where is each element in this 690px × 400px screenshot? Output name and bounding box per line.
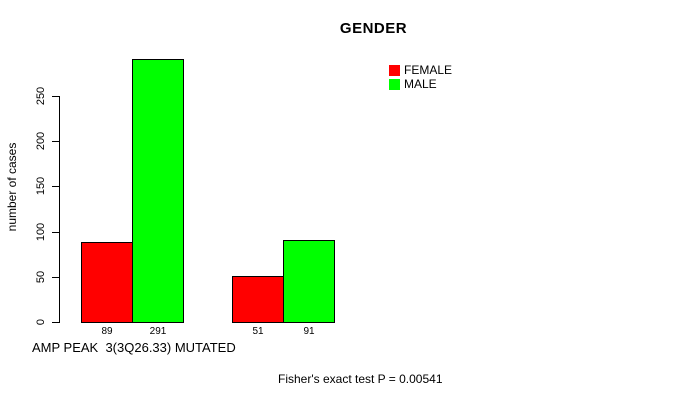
y-axis-line <box>59 96 60 323</box>
y-tick-mark <box>52 277 60 278</box>
legend-swatch-male <box>389 79 400 90</box>
y-tick-mark <box>52 186 60 187</box>
legend-label-female: FEMALE <box>404 63 453 77</box>
y-tick-mark <box>52 96 60 97</box>
bar-female-group2 <box>232 276 284 323</box>
bar-male-group2 <box>283 240 335 323</box>
x-axis-label: AMP PEAK 3(3Q26.33) MUTATED <box>32 340 236 355</box>
y-axis-label: number of cases <box>5 142 19 232</box>
y-tick-mark <box>52 232 60 233</box>
legend-row-female: FEMALE <box>389 63 453 77</box>
y-tick-mark <box>52 322 60 323</box>
y-tick-label: 50 <box>35 270 47 284</box>
legend: FEMALE MALE <box>389 63 453 93</box>
legend-swatch-female <box>389 65 400 76</box>
legend-row-male: MALE <box>389 77 452 91</box>
bar-female-group1 <box>81 242 133 323</box>
legend-label-male: MALE <box>404 77 437 91</box>
y-tick-label: 200 <box>35 131 47 151</box>
chart-title: GENDER <box>339 20 408 37</box>
annotation-fisher-test: Fisher's exact test P = 0.00541 <box>278 372 443 386</box>
y-tick-label: 150 <box>35 176 47 196</box>
y-tick-label: 100 <box>35 222 47 242</box>
bar-value-label-female-group2: 51 <box>252 326 264 337</box>
bar-value-label-male-group2: 91 <box>303 326 315 337</box>
bar-value-label-male-group1: 291 <box>149 326 167 337</box>
y-tick-label: 0 <box>35 318 47 326</box>
bar-male-group1 <box>132 59 184 323</box>
y-tick-label: 250 <box>35 86 47 106</box>
y-tick-mark <box>52 141 60 142</box>
bar-value-label-female-group1: 89 <box>101 326 113 337</box>
